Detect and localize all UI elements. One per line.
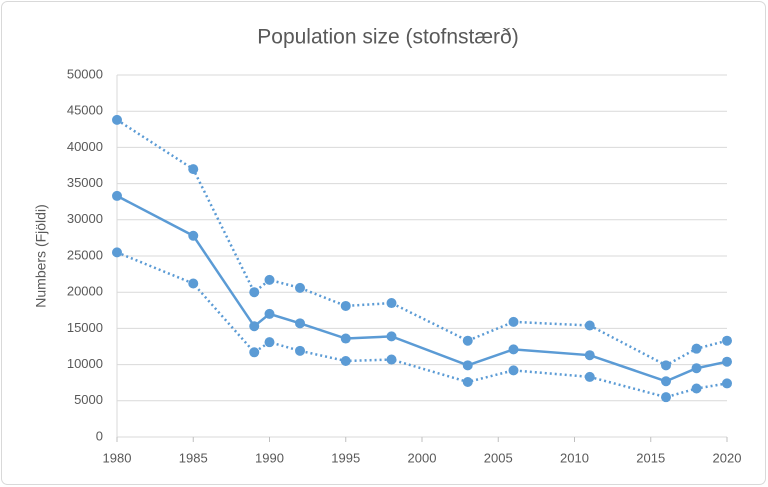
data-point [661,392,671,403]
data-point [722,335,732,346]
x-tick-label: 1980 [103,450,132,465]
data-point [691,383,702,394]
data-point [508,344,519,355]
data-point [584,350,595,361]
data-point [188,164,199,175]
data-point [249,347,260,358]
data-point [508,365,519,376]
x-tick-label: 2015 [636,450,665,465]
data-point [508,316,519,327]
data-point [386,298,397,309]
x-tick-label: 2005 [484,450,513,465]
y-tick-label: 5000 [74,392,103,407]
data-point [295,345,305,356]
data-point [295,282,305,293]
x-tick-label: 1990 [255,450,284,465]
data-point [340,333,351,344]
data-point [386,354,397,365]
x-tick-label: 2020 [713,450,742,465]
x-tick-label: 2000 [408,450,437,465]
data-point [112,190,122,201]
data-point [661,360,671,371]
data-point [386,331,397,342]
y-axis-label: Numbers (Fjöldi) [33,204,49,307]
data-point [264,274,275,285]
data-point [295,318,305,329]
data-point [188,278,199,289]
x-tick-label: 1985 [179,450,208,465]
data-point [584,371,595,382]
data-point [462,360,473,371]
data-point [722,356,732,367]
y-tick-label: 40000 [67,139,103,154]
data-point [264,308,275,319]
data-point [340,300,351,311]
data-point [722,378,732,389]
x-tick-label: 1995 [331,450,360,465]
data-point [691,363,702,374]
y-tick-label: 45000 [67,103,103,118]
data-point [112,114,122,125]
data-point [584,320,595,331]
y-tick-label: 15000 [67,320,103,335]
y-tick-label: 35000 [67,175,103,190]
data-point [462,376,473,387]
data-point [249,321,260,332]
data-point [112,247,122,258]
data-point [264,337,275,348]
y-tick-label: 25000 [67,247,103,262]
data-point [249,287,260,298]
y-tick-label: 30000 [67,211,103,226]
x-tick-label: 2010 [560,450,589,465]
y-tick-label: 20000 [67,284,103,299]
data-point [462,335,473,346]
data-point [340,355,351,366]
data-point [661,376,671,387]
y-tick-label: 10000 [67,356,103,371]
data-point [691,343,702,354]
chart-title: Population size (stofnstærð) [257,26,518,49]
y-tick-label: 50000 [67,66,103,81]
y-tick-label: 0 [96,428,103,443]
data-point [188,230,199,241]
